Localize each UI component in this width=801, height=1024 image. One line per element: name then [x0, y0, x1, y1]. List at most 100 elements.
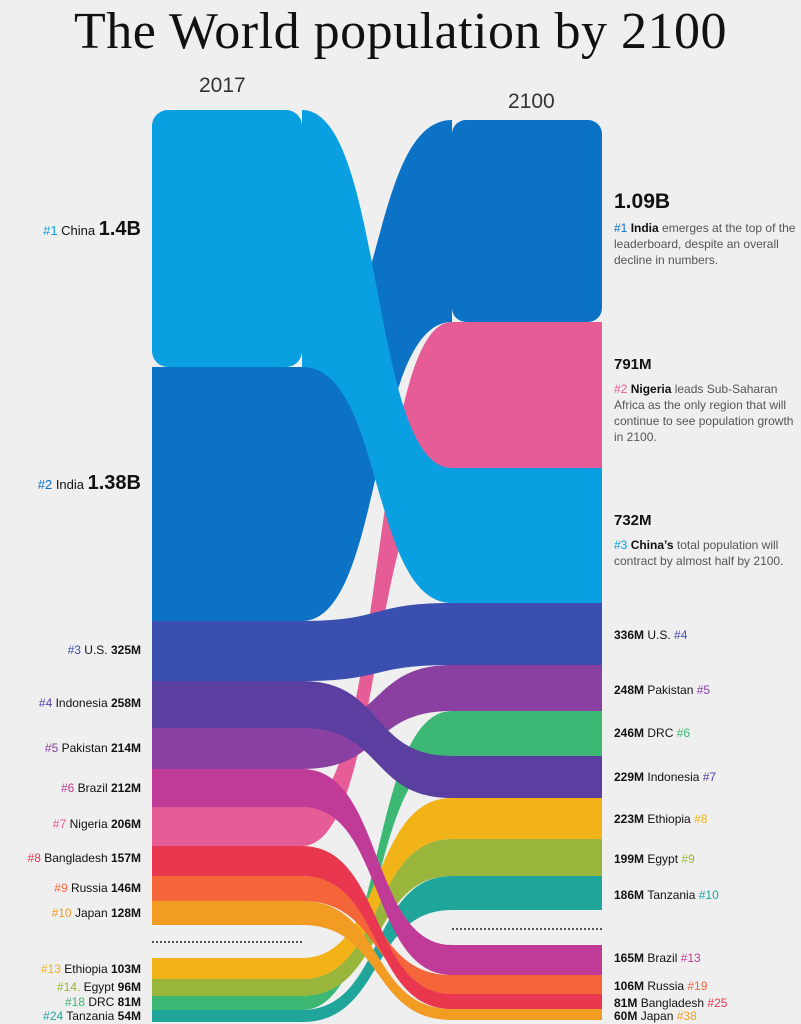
- rank-text: #9: [54, 881, 71, 895]
- flow-ribbon: [302, 110, 452, 603]
- rank-text: #5: [44, 741, 62, 755]
- value-text: 81M: [117, 995, 141, 1009]
- rank-text: #6: [60, 781, 78, 795]
- value-text: 128M: [110, 906, 141, 920]
- right-label: 60M Japan #38: [614, 1009, 697, 1023]
- flow-indonesia: [152, 681, 602, 798]
- flow-ribbon: [302, 901, 452, 1020]
- value-text: 206M: [110, 817, 141, 831]
- country-text: Japan: [74, 906, 111, 920]
- flow-ribbon: [302, 876, 452, 1022]
- right-label: 199M Egypt #9: [614, 852, 695, 866]
- right-value-nigeria: 791M: [614, 356, 652, 373]
- left-bar: [152, 901, 302, 925]
- right-bar: [452, 798, 602, 839]
- right-label: 246M DRC #6: [614, 726, 691, 740]
- country-text: Pakistan: [61, 741, 111, 755]
- right-bar: [452, 665, 602, 711]
- left-label: #4 Indonesia 258M: [39, 696, 141, 710]
- left-bar: [152, 958, 302, 979]
- value-text: 214M: [110, 741, 141, 755]
- right-value-india: 1.09B: [614, 190, 671, 213]
- value-text: 1.4B: [98, 218, 141, 240]
- value-text: 146M: [110, 881, 141, 895]
- left-bar: [152, 846, 302, 876]
- left-bar: [152, 728, 302, 769]
- right-bar: [452, 468, 602, 603]
- year-label-right: 2100: [508, 90, 555, 113]
- flow-china: [152, 110, 602, 603]
- rank-text: #18: [64, 995, 89, 1009]
- right-bar: [452, 603, 602, 665]
- value-text: 325M: [110, 643, 141, 657]
- country-text: Nigeria: [69, 817, 111, 831]
- left-label: #9 Russia 146M: [54, 881, 141, 895]
- rank-text: #7: [52, 817, 70, 831]
- left-label: #14. Egypt 96M: [57, 980, 141, 994]
- right-label: 81M Bangladesh #25: [614, 996, 728, 1010]
- flow-ribbon: [302, 665, 452, 769]
- left-label: #1 China 1.4B: [43, 218, 141, 241]
- right-label: 106M Russia #19: [614, 979, 708, 993]
- right-label: 248M Pakistan #5: [614, 683, 711, 697]
- chart-title: The World population by 2100: [73, 3, 727, 60]
- flow-pakistan: [152, 665, 602, 769]
- flow-india: [152, 120, 602, 621]
- left-label: #6 Brazil 212M: [61, 781, 141, 795]
- country-text: Russia: [70, 881, 111, 895]
- right-label: 165M Brazil #13: [614, 951, 701, 965]
- right-label: 186M Tanzania #10: [614, 888, 719, 902]
- country-text: Egypt: [83, 980, 118, 994]
- right-bar: [452, 120, 602, 322]
- value-text: 54M: [117, 1009, 141, 1023]
- rank-text: #1: [43, 223, 62, 238]
- annotation-china: #3 China’s total population will contrac…: [614, 538, 784, 568]
- left-label: #24 Tanzania 54M: [43, 1009, 141, 1023]
- rank-text: #4: [38, 696, 56, 710]
- country-text: Tanzania: [66, 1009, 118, 1023]
- left-bar: [152, 807, 302, 846]
- year-label-left: 2017: [199, 74, 246, 97]
- value-text: 1.38B: [87, 472, 141, 494]
- right-bar: [452, 322, 602, 468]
- left-bar: [152, 110, 302, 367]
- right-bar: [452, 711, 602, 756]
- rank-text: #13: [40, 962, 65, 976]
- left-bar: [152, 769, 302, 807]
- rank-text: #3: [67, 643, 85, 657]
- value-text: 157M: [110, 851, 141, 865]
- country-text: U.S.: [84, 643, 111, 657]
- rank-text: #10: [51, 906, 75, 920]
- annotation-india: #1 India emerges at the top of the leade…: [614, 221, 796, 267]
- flow-ribbon: [302, 603, 452, 681]
- flow-japan: [152, 901, 602, 1020]
- value-text: 96M: [117, 980, 141, 994]
- flow-ribbon: [302, 681, 452, 798]
- left-label: #13 Ethiopia 103M: [41, 962, 141, 976]
- left-bar: [152, 996, 302, 1010]
- right-bar: [452, 839, 602, 876]
- value-text: 103M: [110, 962, 141, 976]
- right-label: 336M U.S. #4: [614, 628, 688, 642]
- country-text: Bangladesh: [44, 851, 111, 865]
- right-bar: [452, 876, 602, 910]
- right-label: 223M Ethiopia #8: [614, 812, 708, 826]
- country-text: China: [61, 223, 99, 238]
- country-text: Ethiopia: [64, 962, 111, 976]
- country-text: Indonesia: [55, 696, 111, 710]
- flow-egypt: [152, 839, 602, 996]
- rank-text: #24: [43, 1009, 67, 1023]
- flow-ribbon: [302, 769, 452, 975]
- value-text: 212M: [110, 781, 141, 795]
- flow-ribbon: [302, 839, 452, 996]
- right-value-china: 732M: [614, 512, 652, 529]
- left-label: #8 Bangladesh 157M: [28, 851, 141, 865]
- left-bar: [152, 681, 302, 728]
- right-bar: [452, 1009, 602, 1020]
- left-label: #5 Pakistan 214M: [45, 741, 141, 755]
- right-bar: [452, 945, 602, 975]
- left-label: #2 India 1.38B: [38, 472, 141, 495]
- right-bar: [452, 756, 602, 798]
